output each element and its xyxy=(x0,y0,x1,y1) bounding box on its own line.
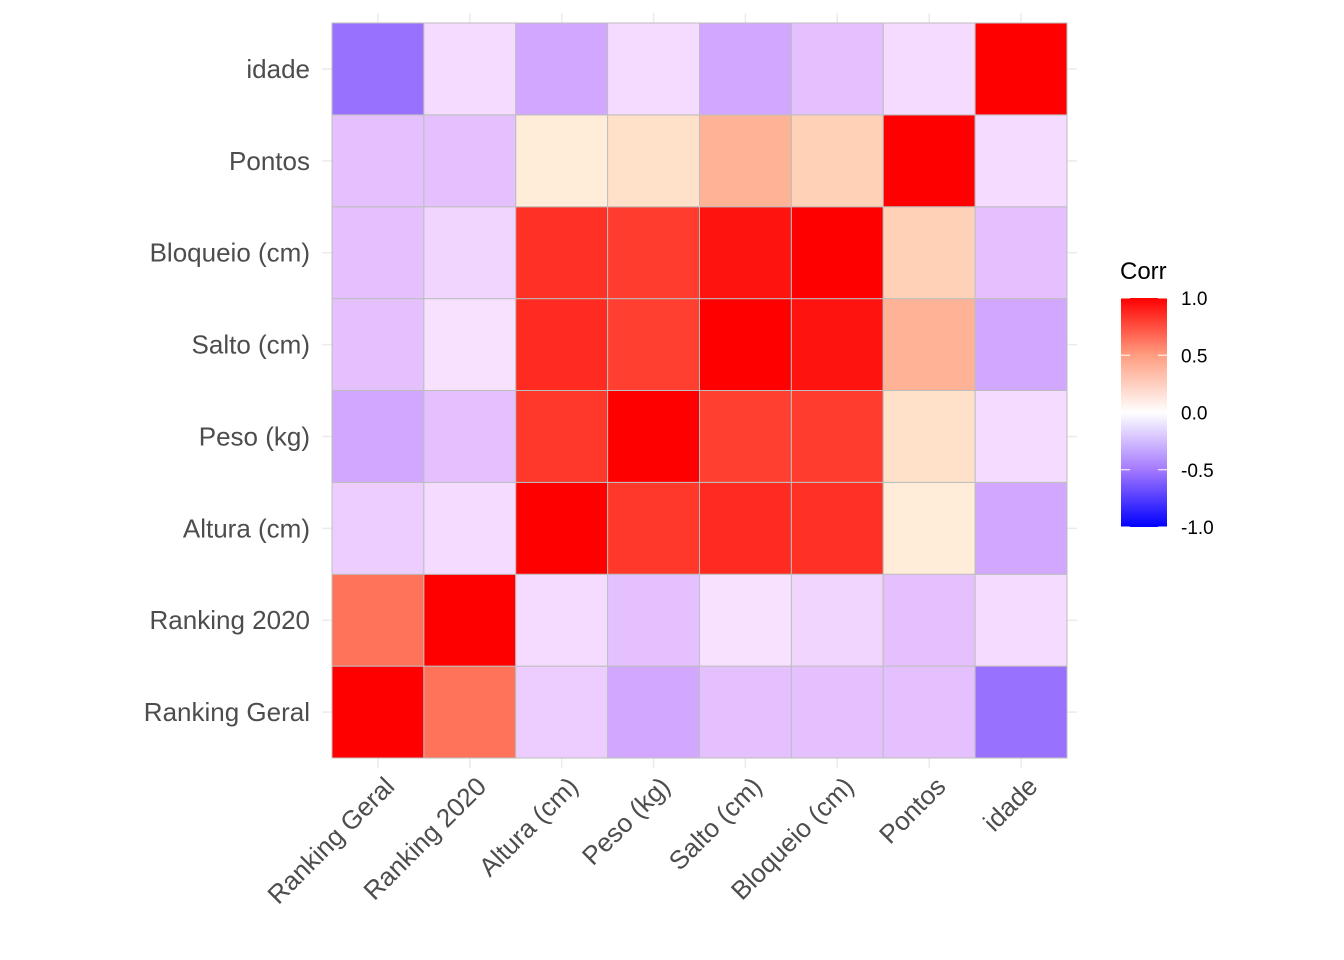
legend-tick-label: 1.0 xyxy=(1181,289,1207,310)
heatmap-cell xyxy=(699,206,792,300)
heatmap-cell xyxy=(331,481,425,575)
legend: Corr 1.0 0.5 0.0 -0.5 -1.0 xyxy=(1120,258,1214,539)
y-axis-tick-labels: Ranking Geral Ranking 2020 Altura (cm) Peso… xyxy=(144,54,310,727)
heatmap-cell xyxy=(423,390,517,483)
heatmap-cell xyxy=(423,298,517,391)
heatmap-cell xyxy=(882,22,976,116)
y-tick-label: Ranking 2020 xyxy=(150,605,310,635)
heatmap-cell xyxy=(607,114,700,208)
heatmap-cell xyxy=(607,665,700,759)
x-tick-label: Pontos xyxy=(873,771,951,849)
heatmap-cell xyxy=(882,114,976,208)
heatmap-cell xyxy=(882,298,976,391)
heatmap-cell xyxy=(331,206,425,300)
heatmap-cell xyxy=(790,665,884,759)
heatmap-cell xyxy=(515,298,609,391)
heatmap-cell xyxy=(423,206,517,300)
x-tick-label: Altura (cm) xyxy=(473,771,584,882)
heatmap-cell xyxy=(515,22,609,116)
legend-tick-label: -1.0 xyxy=(1181,518,1214,539)
heatmap-cell xyxy=(423,22,517,116)
heatmap-cell xyxy=(699,665,792,759)
heatmap-cell xyxy=(790,298,884,391)
heatmap-cell xyxy=(331,22,425,116)
heatmap-cell xyxy=(331,390,425,483)
heatmap-cell xyxy=(699,298,792,391)
heatmap-cell xyxy=(515,114,609,208)
heatmap-cell xyxy=(607,481,700,575)
y-tick-label: Pontos xyxy=(229,146,310,176)
legend-tick-label: 0.0 xyxy=(1181,404,1207,425)
heatmap-cell xyxy=(423,481,517,575)
heatmap-cell xyxy=(331,573,425,667)
heatmap-cell xyxy=(607,22,700,116)
heatmap-cell xyxy=(882,665,976,759)
x-tick-label: idade xyxy=(977,771,1043,837)
heatmap-cell xyxy=(790,22,884,116)
heatmap-cell xyxy=(699,22,792,116)
heatmap-cell xyxy=(974,298,1068,391)
heatmap-cell xyxy=(790,481,884,575)
heatmap-cell xyxy=(515,573,609,667)
heatmap-cell xyxy=(515,206,609,300)
heatmap-cell xyxy=(699,114,792,208)
heatmap-cell xyxy=(607,573,700,667)
heatmap-cell xyxy=(423,114,517,208)
heatmap-cell xyxy=(882,390,976,483)
heatmap-cell xyxy=(515,665,609,759)
y-tick-label: Bloqueio (cm) xyxy=(150,238,310,268)
heatmap-cell xyxy=(974,22,1068,116)
heatmap-cell xyxy=(331,114,425,208)
legend-ticks: 1.0 0.5 0.0 -0.5 -1.0 xyxy=(1121,289,1214,539)
heatmap-cell xyxy=(974,573,1068,667)
heatmap-cell xyxy=(515,481,609,575)
heatmap-cell xyxy=(790,206,884,300)
heatmap-cell xyxy=(699,390,792,483)
y-tick-label: idade xyxy=(246,54,310,84)
heatmap-cell xyxy=(607,298,700,391)
heatmap-cell xyxy=(974,665,1068,759)
legend-tick-label: 0.5 xyxy=(1181,346,1207,367)
heatmap-cell xyxy=(974,206,1068,300)
heatmap-cell xyxy=(882,206,976,300)
heatmap-cell xyxy=(790,390,884,483)
y-tick-label: Ranking Geral xyxy=(144,697,310,727)
heatmap-cell xyxy=(699,573,792,667)
heatmap-cell xyxy=(974,481,1068,575)
legend-tick-label: -0.5 xyxy=(1181,461,1214,482)
y-tick-label: Salto (cm) xyxy=(192,330,310,360)
heatmap-cell xyxy=(607,390,700,483)
heatmap-cell xyxy=(423,573,517,667)
heatmap-cell xyxy=(331,298,425,391)
heatmap-cell xyxy=(882,573,976,667)
x-tick-label: Peso (kg) xyxy=(576,771,676,871)
heatmap-cell xyxy=(515,390,609,483)
heatmap-cell xyxy=(974,390,1068,483)
y-tick-label: Peso (kg) xyxy=(199,421,310,451)
heatmap-cell xyxy=(331,665,425,759)
heatmap-cells xyxy=(331,22,1068,759)
heatmap-cell xyxy=(790,114,884,208)
heatmap-cell xyxy=(699,481,792,575)
legend-title: Corr xyxy=(1120,258,1167,285)
heatmap-cell xyxy=(882,481,976,575)
heatmap-cell xyxy=(423,665,517,759)
y-tick-label: Altura (cm) xyxy=(183,513,310,543)
heatmap-cell xyxy=(790,573,884,667)
heatmap-cell xyxy=(607,206,700,300)
heatmap-cell xyxy=(974,114,1068,208)
